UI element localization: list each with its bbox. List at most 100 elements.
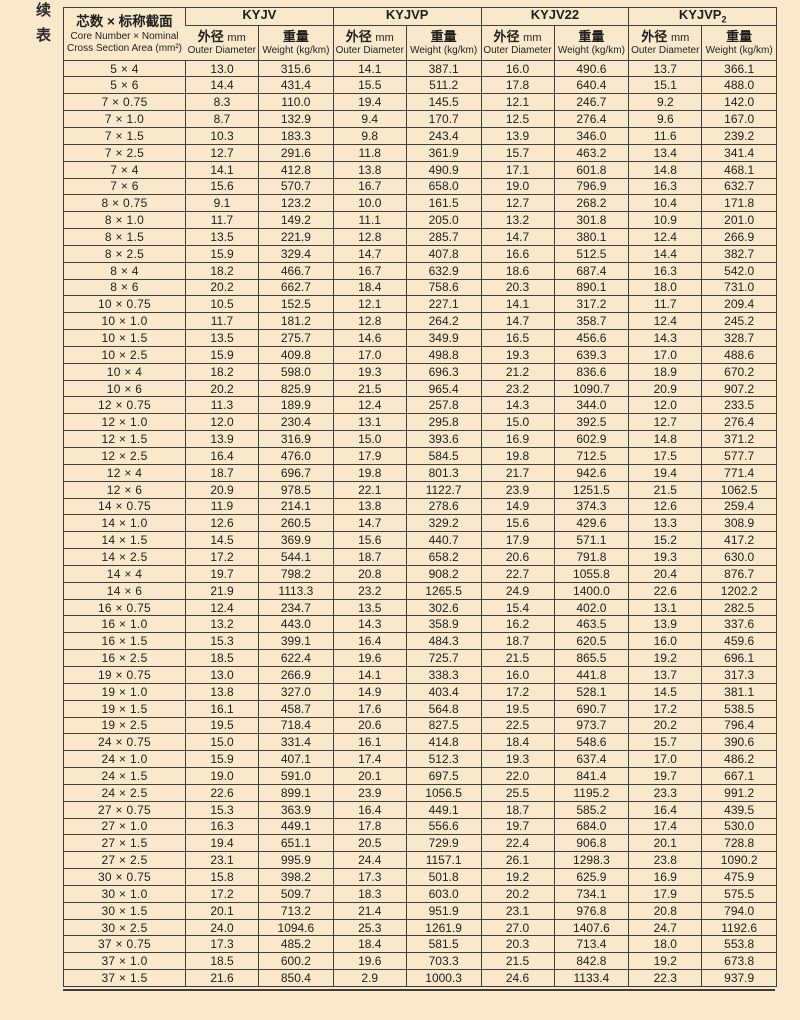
table-row: 7 × 0.75 8.3 110.0 19.4 145.5 12.1 246.7 9.2 142… — [63, 93, 777, 112]
weight-cell: 908.2 — [405, 565, 482, 583]
weight-cell: 725.7 — [405, 649, 482, 667]
outer-diameter-cell: 21.5 — [628, 481, 702, 499]
weight-cell: 167.0 — [701, 110, 777, 128]
outer-diameter-cell: 16.3 — [628, 262, 702, 280]
weight-cell: 602.9 — [553, 430, 629, 448]
weight-cell: 951.9 — [405, 902, 482, 920]
outer-diameter-cell: 24.9 — [480, 582, 555, 600]
outer-diameter-cell: 21.9 — [185, 582, 259, 600]
outer-diameter-cell: 16.1 — [332, 733, 407, 752]
outer-diameter-cell: 11.1 — [332, 211, 407, 230]
weight-cell: 850.4 — [258, 969, 334, 987]
weight-cell: 291.6 — [258, 144, 334, 162]
outer-diameter-cell: 20.1 — [628, 834, 702, 853]
weight-cell: 440.7 — [405, 531, 482, 550]
diameter-label-zh: 外径 — [641, 28, 668, 44]
outer-diameter-cell: 20.3 — [480, 279, 555, 297]
table-row: 8 × 1.0 11.7 149.2 11.1 205.0 13.2 301.8 10.9 20… — [63, 211, 777, 230]
outer-diameter-cell: 18.5 — [185, 649, 259, 667]
subheader-diameter-kyjv22: 外径 mm Outer Diameter — [480, 25, 555, 61]
outer-diameter-cell: 18.7 — [480, 801, 555, 819]
outer-diameter-cell: 11.8 — [332, 144, 407, 162]
outer-diameter-cell: 13.0 — [185, 666, 259, 684]
spec-cell: 19 × 1.0 — [63, 683, 186, 701]
weight-cell: 731.0 — [701, 279, 777, 297]
weight-cell: 417.2 — [701, 531, 777, 550]
outer-diameter-cell: 14.6 — [332, 329, 407, 347]
spec-cell: 10 × 1.0 — [63, 312, 186, 331]
weight-cell: 344.0 — [553, 396, 629, 415]
outer-diameter-cell: 17.1 — [480, 161, 555, 179]
weight-cell: 577.7 — [701, 447, 777, 465]
weight-cell: 511.2 — [405, 76, 482, 95]
outer-diameter-cell: 13.5 — [185, 228, 259, 246]
weight-cell: 393.6 — [405, 430, 482, 448]
table-row: 16 × 0.75 12.4 234.7 13.5 302.6 15.4 402.0 13.1… — [63, 599, 777, 617]
outer-diameter-cell: 11.9 — [185, 498, 259, 516]
weight-cell: 275.7 — [258, 329, 334, 347]
subheader-weight-kyjvp2: 重量 Weight (kg/km) — [701, 25, 777, 61]
outer-diameter-cell: 9.6 — [628, 110, 702, 128]
spec-cell: 30 × 2.5 — [63, 919, 186, 937]
outer-diameter-cell: 14.5 — [185, 531, 259, 550]
weight-cell: 449.1 — [405, 801, 482, 819]
table-row: 12 × 1.5 13.9 316.9 15.0 393.6 16.9 602.9 14.8 3… — [63, 430, 777, 448]
row-header-cell: 芯数 × 标称截面 Core Number × Nominal Cross Se… — [63, 7, 186, 61]
table-row: 37 × 1.0 18.5 600.2 19.6 703.3 21.5 842.8 19.2 6… — [63, 952, 777, 971]
spec-cell: 12 × 0.75 — [63, 396, 186, 415]
outer-diameter-cell: 22.1 — [332, 481, 407, 499]
table-row: 14 × 0.75 11.9 214.1 13.8 278.6 14.9 374.3 12.6… — [63, 498, 777, 516]
outer-diameter-cell: 13.9 — [628, 615, 702, 634]
outer-diameter-cell: 13.8 — [185, 683, 259, 701]
weight-cell: 1122.7 — [405, 481, 482, 499]
outer-diameter-cell: 19.4 — [628, 464, 702, 482]
weight-cell: 170.7 — [405, 110, 482, 128]
weight-cell: 234.7 — [258, 599, 334, 617]
row-header-zh: 芯数 × 标称截面 — [76, 14, 173, 30]
subheader-diameter-kyjvp: 外径 mm Outer Diameter — [332, 25, 407, 61]
outer-diameter-cell: 19.3 — [480, 750, 555, 769]
weight-cell: 490.6 — [553, 60, 629, 78]
outer-diameter-cell: 13.8 — [332, 498, 407, 516]
outer-diameter-cell: 13.3 — [628, 514, 702, 533]
outer-diameter-cell: 10.3 — [185, 127, 259, 145]
weight-cell: 658.2 — [405, 548, 482, 566]
weight-cell: 696.3 — [405, 363, 482, 381]
weight-cell: 276.4 — [701, 413, 777, 432]
table-row: 27 × 1.0 16.3 449.1 17.8 556.6 19.7 684.0 17.4 5… — [63, 818, 777, 836]
table-row: 27 × 1.5 19.4 651.1 20.5 729.9 22.4 906.8 20.1 7… — [63, 834, 777, 853]
spec-cell: 16 × 1.0 — [63, 615, 186, 634]
spec-cell: 10 × 4 — [63, 363, 186, 381]
weight-cell: 266.9 — [258, 666, 334, 684]
outer-diameter-cell: 15.2 — [628, 531, 702, 550]
outer-diameter-cell: 16.0 — [480, 60, 555, 78]
weight-cell: 906.8 — [553, 834, 629, 853]
weight-cell: 285.7 — [405, 228, 482, 246]
weight-cell: 600.2 — [258, 952, 334, 971]
weight-cell: 361.9 — [405, 144, 482, 162]
group-label: KYJV22 — [530, 7, 580, 22]
outer-diameter-cell: 21.6 — [185, 969, 259, 987]
outer-diameter-cell: 15.0 — [185, 733, 259, 752]
table-row: 7 × 2.5 12.7 291.6 11.8 361.9 15.7 463.2 13.4 34… — [63, 144, 777, 162]
weight-cell: 620.5 — [553, 632, 629, 651]
outer-diameter-cell: 20.4 — [628, 565, 702, 583]
weight-cell: 1265.5 — [405, 582, 482, 600]
outer-diameter-cell: 16.0 — [480, 666, 555, 684]
spec-cell: 8 × 2.5 — [63, 245, 186, 263]
outer-diameter-cell: 12.0 — [628, 396, 702, 415]
spec-cell: 19 × 0.75 — [63, 666, 186, 684]
outer-diameter-cell: 27.0 — [480, 919, 555, 937]
spec-cell: 12 × 2.5 — [63, 447, 186, 465]
weight-cell: 239.2 — [701, 127, 777, 145]
spec-cell: 16 × 1.5 — [63, 632, 186, 651]
weight-cell: 475.9 — [701, 868, 777, 886]
diameter-label-en: Outer Diameter — [187, 44, 256, 56]
outer-diameter-cell: 19.5 — [480, 700, 555, 718]
spec-cell: 24 × 0.75 — [63, 733, 186, 752]
weight-cell: 302.6 — [405, 599, 482, 617]
outer-diameter-cell: 14.9 — [480, 498, 555, 516]
outer-diameter-cell: 15.4 — [480, 599, 555, 617]
weight-cell: 690.7 — [553, 700, 629, 718]
weight-cell: 371.2 — [701, 430, 777, 448]
